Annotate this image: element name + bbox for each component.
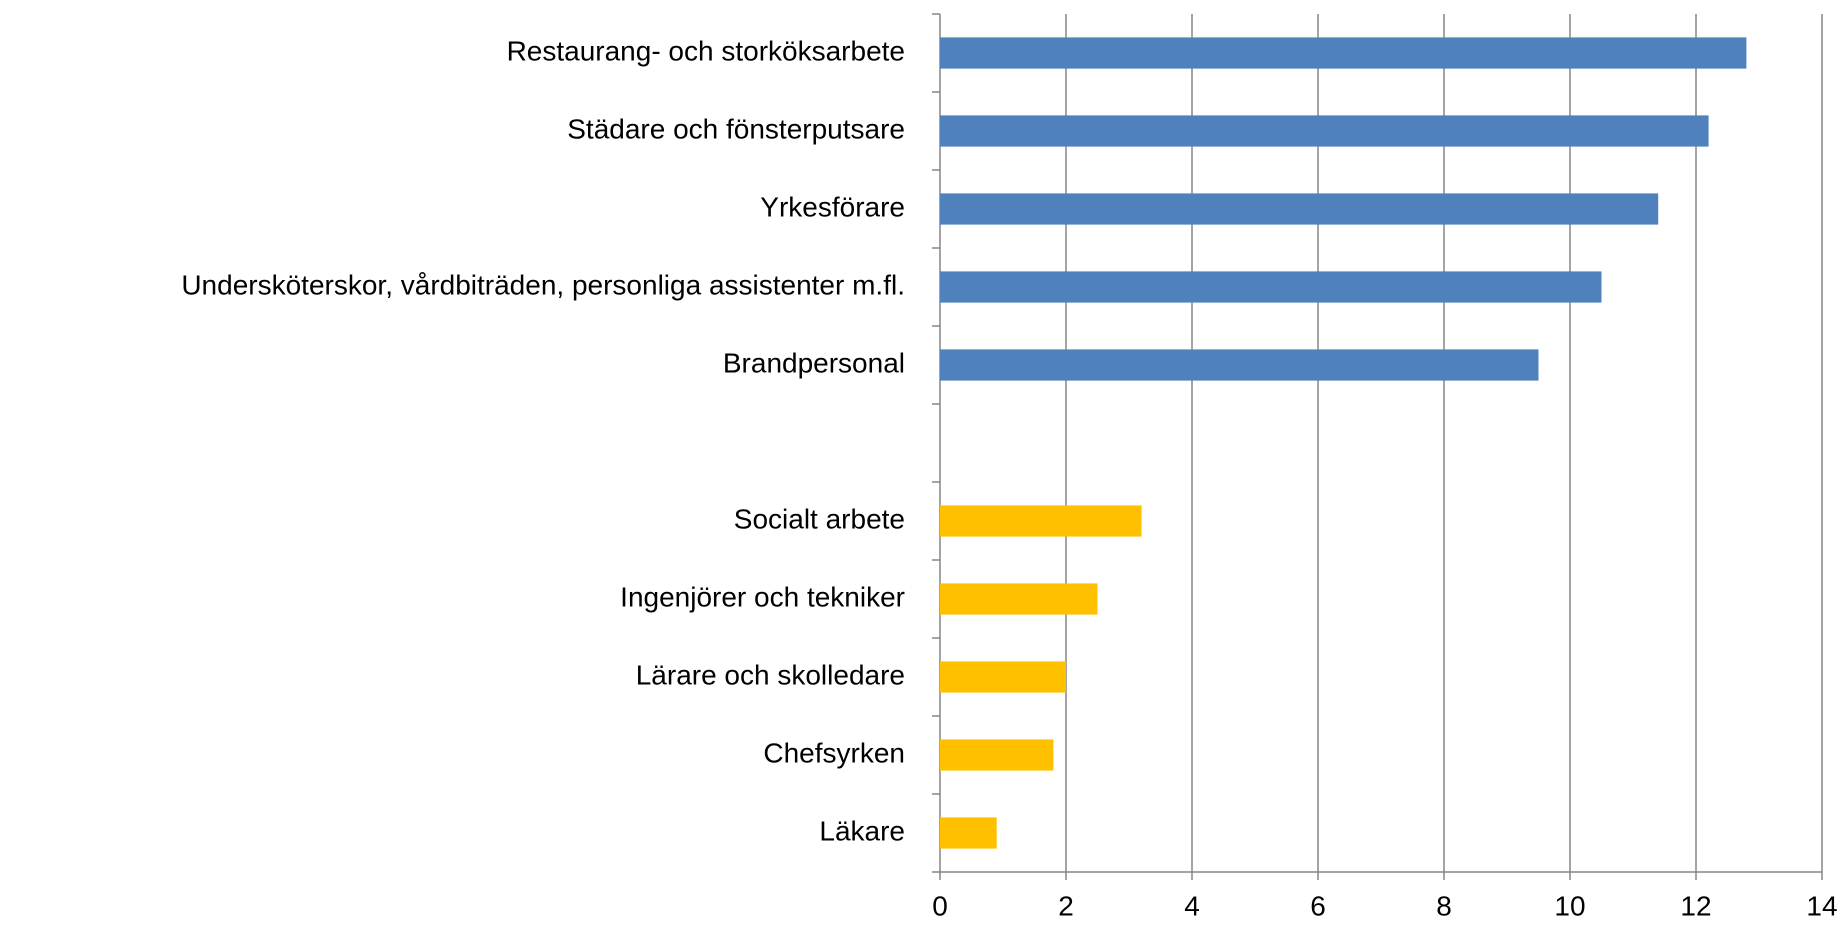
- bar: [940, 193, 1659, 225]
- y-tick-label: Brandpersonal: [723, 347, 905, 378]
- bar: [940, 505, 1142, 537]
- x-tick-label: 6: [1310, 890, 1326, 921]
- y-tick-label: Socialt arbete: [734, 503, 905, 534]
- y-tick-label: Chefsyrken: [763, 737, 905, 768]
- x-tick-label: 4: [1184, 890, 1200, 921]
- y-tick-label: Undersköterskor, vårdbiträden, personlig…: [181, 269, 905, 300]
- y-tick-label: Lärare och skolledare: [636, 659, 905, 690]
- y-tick-label: Läkare: [819, 815, 905, 846]
- x-tick-label: 10: [1554, 890, 1585, 921]
- y-tick-label: Restaurang- och storköksarbete: [507, 35, 905, 66]
- bar: [940, 739, 1054, 771]
- y-tick-label: Ingenjörer och tekniker: [620, 581, 905, 612]
- x-tick-label: 2: [1058, 890, 1074, 921]
- x-tick-label: 14: [1806, 890, 1837, 921]
- y-tick-label: Yrkesförare: [760, 191, 905, 222]
- bar: [940, 817, 997, 849]
- bar: [940, 271, 1602, 303]
- bar: [940, 37, 1747, 69]
- bar: [940, 115, 1709, 147]
- bar: [940, 583, 1098, 615]
- bar: [940, 349, 1539, 381]
- y-tick-label: Städare och fönsterputsare: [567, 113, 905, 144]
- x-tick-label: 0: [932, 890, 948, 921]
- x-tick-label: 12: [1680, 890, 1711, 921]
- x-tick-label: 8: [1436, 890, 1452, 921]
- bar: [940, 661, 1066, 693]
